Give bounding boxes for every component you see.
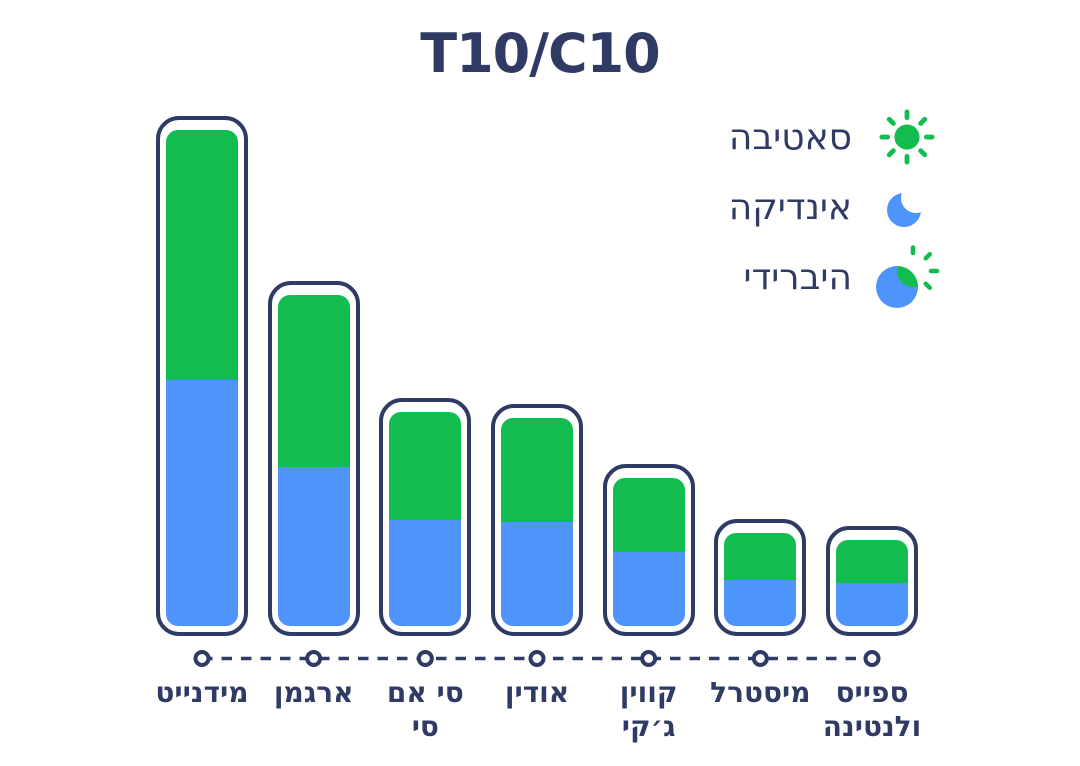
axis-point: [863, 650, 881, 667]
axis-label: קווין ג׳קי: [619, 676, 678, 743]
axis-point: [528, 650, 546, 667]
axis-label: ספייס ולנטינה: [822, 676, 922, 743]
bar-segment-sativa: [389, 411, 462, 520]
bar-segment-indica: [277, 466, 350, 626]
sun-icon: [868, 105, 946, 171]
bar: [267, 281, 360, 636]
bar-fill: [166, 130, 238, 626]
bar-segment-sativa: [612, 478, 685, 553]
axis-point: [305, 650, 323, 667]
legend-item-sativa: סאטיבה: [729, 106, 946, 170]
bar: [156, 116, 248, 636]
bar-segment-sativa: [166, 130, 238, 380]
bar-fill: [612, 478, 685, 626]
bar-segment-indica: [836, 582, 908, 626]
bar-segment-sativa: [277, 295, 350, 467]
bar-segment-sativa: [724, 532, 797, 580]
axis-point: [640, 650, 658, 667]
chart-title: T10/C10: [420, 22, 660, 85]
axis-point: [416, 650, 434, 667]
axis-label: ארגמן: [273, 676, 354, 709]
bar: [714, 518, 807, 636]
legend-label-sativa: סאטיבה: [728, 117, 852, 158]
legend-item-indica: אינדיקה: [729, 176, 946, 240]
bar-segment-sativa: [501, 417, 573, 522]
axis-point: [193, 650, 211, 667]
x-axis-svg: [193, 650, 881, 667]
bar: [491, 403, 583, 636]
legend-label-indica: אינדיקה: [728, 187, 852, 228]
axis-label: אודין: [504, 676, 570, 709]
moon-icon: [868, 175, 946, 241]
bar-segment-indica: [612, 552, 685, 626]
bar-fill: [836, 539, 908, 626]
bar-fill: [277, 295, 350, 626]
axis-point: [751, 650, 769, 667]
bar-fill: [724, 532, 797, 626]
bar-fill: [389, 411, 462, 626]
axis-label: מידנייט: [155, 676, 249, 709]
bar: [379, 397, 472, 636]
bar: [826, 525, 918, 636]
legend-label-hybrid: היברידי: [743, 257, 852, 298]
bar-segment-indica: [166, 379, 238, 626]
bar: [602, 464, 695, 636]
bar-segment-indica: [501, 521, 573, 626]
bar-segment-indica: [389, 519, 462, 626]
hybrid-sun-moon-icon: [868, 245, 946, 311]
legend-item-hybrid: היברידי: [743, 245, 946, 311]
bar-fill: [501, 417, 573, 626]
bar-segment-indica: [724, 579, 797, 626]
axis-label: מיסטרל: [710, 676, 811, 709]
axis-label: סי אם סי: [386, 676, 464, 743]
bar-segment-sativa: [836, 539, 908, 583]
